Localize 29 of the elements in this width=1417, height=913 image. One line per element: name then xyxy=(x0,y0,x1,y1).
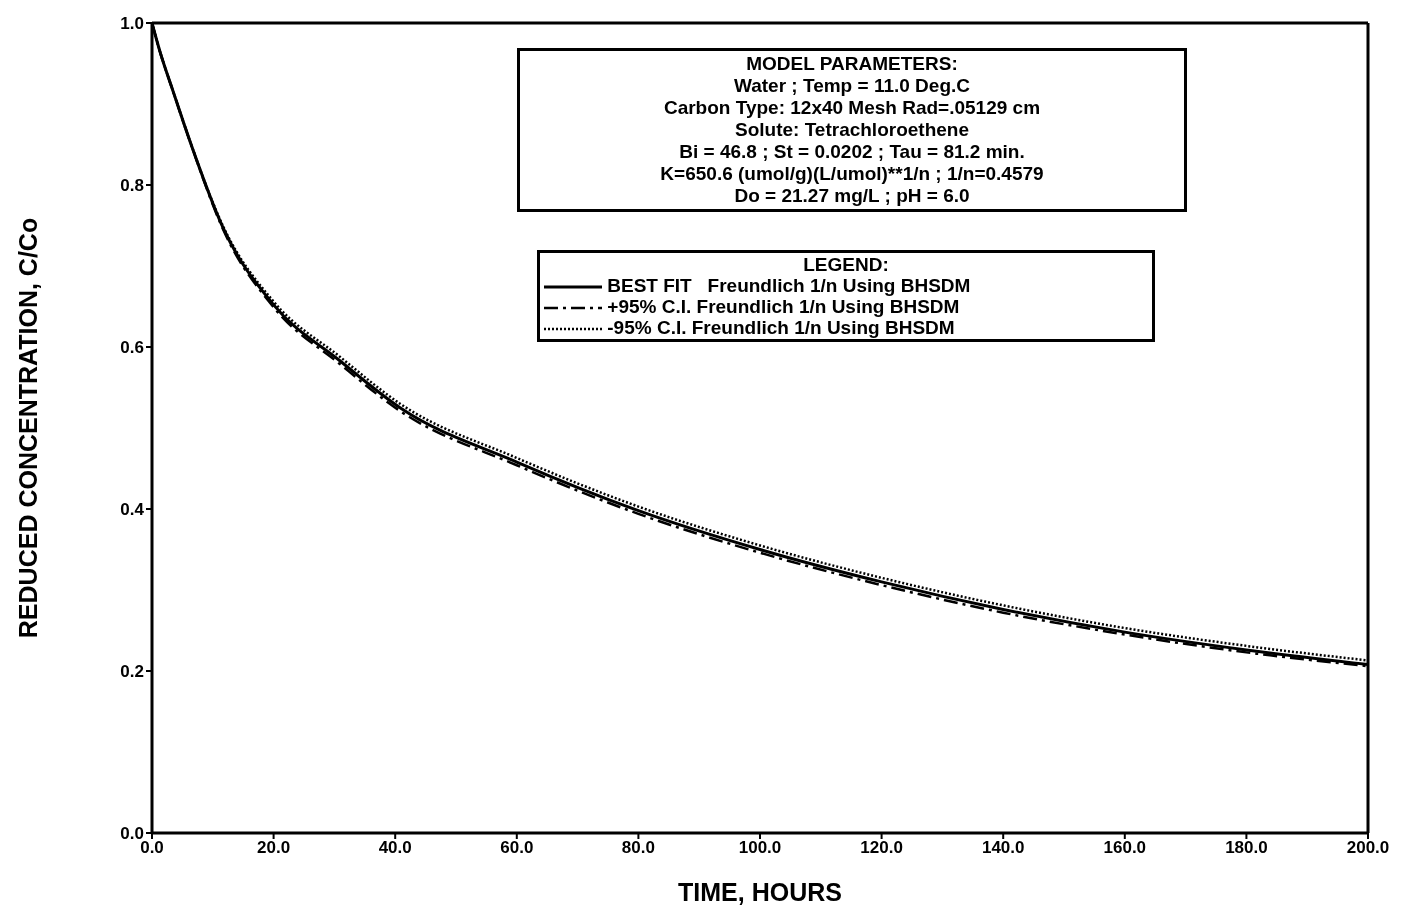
y-tick-label: 0.4 xyxy=(120,500,145,520)
y-axis-title: REDUCED CONCENTRATION, C/Co xyxy=(13,217,42,639)
annotation: MODEL PARAMETERS: xyxy=(745,53,959,75)
y-tick-label: 1.0 xyxy=(120,14,144,34)
y-tick-label: 0.8 xyxy=(120,176,144,196)
x-tick-label: 200.0 xyxy=(1346,838,1390,858)
x-tick-label: 140.0 xyxy=(981,838,1025,858)
x-tick-label: 40.0 xyxy=(378,838,412,858)
legend-label: -95% C.I. Freundlich 1/n Using BHSDM xyxy=(607,317,955,338)
y-tick-label: 0.2 xyxy=(120,662,144,682)
annotation: Solute: Tetrachloroethene xyxy=(734,119,970,141)
x-tick-label: 60.0 xyxy=(500,838,534,858)
y-tick-label: 0.6 xyxy=(120,338,144,358)
legend-title: LEGEND: xyxy=(802,254,890,275)
x-tick-label: 180.0 xyxy=(1225,838,1268,858)
legend-label: BEST FIT Freundlich 1/n Using BHSDM xyxy=(607,275,971,296)
annotation: K=650.6 (umol/g)(L/umol)**1/n ; 1/n=0.4579 xyxy=(659,163,1045,185)
legend-label: +95% C.I. Freundlich 1/n Using BHSDM xyxy=(607,296,960,317)
annotation: Bi = 46.8 ; St = 0.0202 ; Tau = 81.2 min. xyxy=(678,141,1026,163)
x-tick-label: 0.0 xyxy=(140,838,164,858)
x-tick-label: 120.0 xyxy=(860,838,903,858)
x-tick-label: 100.0 xyxy=(738,838,782,858)
x-tick-label: 80.0 xyxy=(621,838,655,858)
x-tick-label: 20.0 xyxy=(257,838,291,858)
annotation: Water ; Temp = 11.0 Deg.C xyxy=(733,75,971,97)
annotation: Carbon Type: 12x40 Mesh Rad=.05129 cm xyxy=(662,97,1042,119)
x-tick-label: 160.0 xyxy=(1103,838,1147,858)
x-axis-title: TIME, HOURS xyxy=(678,878,842,906)
annotation: Do = 21.27 mg/L ; pH = 6.0 xyxy=(733,185,971,207)
